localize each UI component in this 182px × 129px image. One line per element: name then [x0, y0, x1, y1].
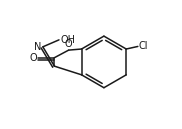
Text: O: O [29, 53, 37, 63]
Text: O: O [65, 39, 72, 49]
Text: N: N [34, 42, 42, 52]
Text: OH: OH [61, 35, 76, 45]
Text: Cl: Cl [139, 41, 148, 51]
